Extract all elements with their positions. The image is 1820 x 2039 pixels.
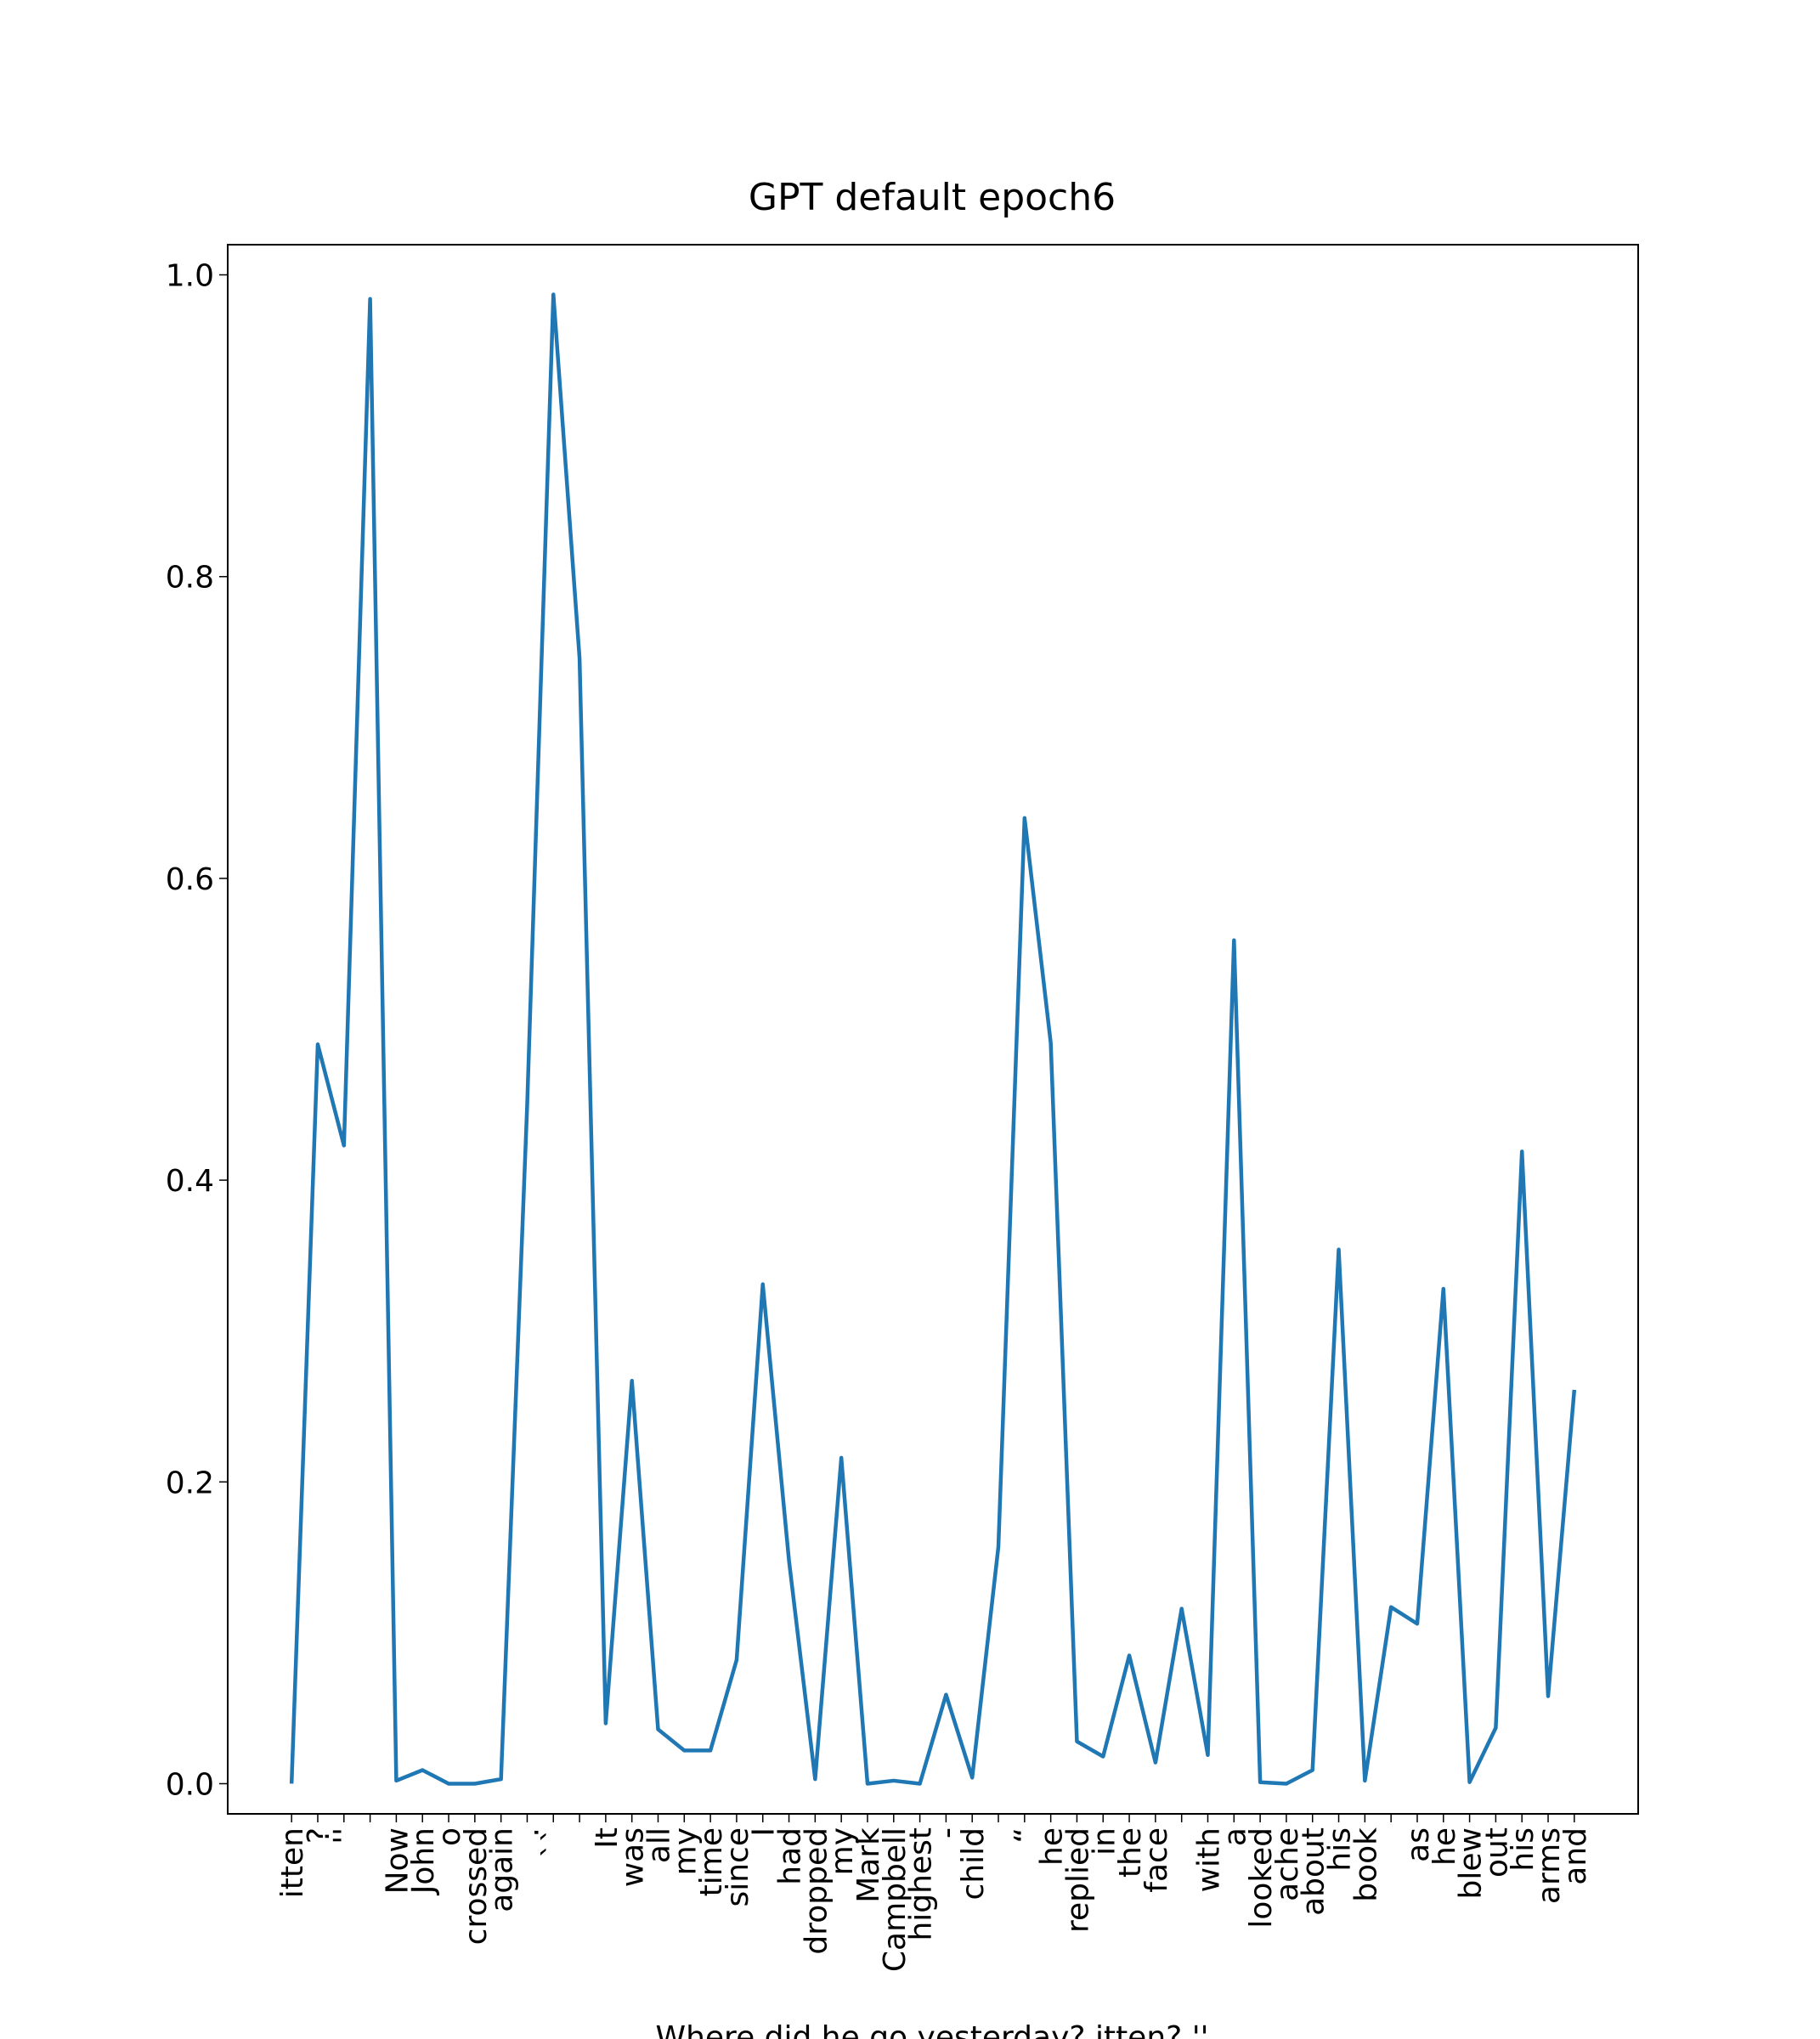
- x-tick-label: o: [432, 1827, 467, 1846]
- x-tick-label: all: [642, 1827, 677, 1863]
- x-tick-label: highest: [904, 1827, 939, 1941]
- x-tick-label: with: [1191, 1827, 1226, 1892]
- x-tick-label: Now: [380, 1827, 415, 1894]
- x-tick-label: a: [1218, 1827, 1252, 1846]
- x-tick-label: replied: [1060, 1827, 1095, 1933]
- x-tick-label: It: [590, 1827, 625, 1849]
- plot-frame: [227, 244, 1639, 1815]
- x-tick-label: the: [1113, 1827, 1148, 1878]
- x-tick-label: looked: [1244, 1827, 1279, 1929]
- x-tick-label: time: [694, 1827, 729, 1896]
- x-tick-label: since: [721, 1827, 755, 1907]
- x-tick-label: crossed: [459, 1827, 494, 1945]
- x-tick-label: ache: [1270, 1827, 1305, 1901]
- y-tick-label: 0.6: [166, 862, 214, 897]
- x-tick-label: book: [1348, 1827, 1383, 1902]
- x-tick-label: ``: [537, 1827, 572, 1858]
- x-tick-label: face: [1139, 1827, 1174, 1893]
- x-tick-label: I: [747, 1827, 782, 1837]
- x-tick-label: blew: [1454, 1827, 1489, 1899]
- x-tick-label: my: [825, 1827, 860, 1875]
- line-series: [289, 292, 1577, 1786]
- x-tick-label: ?: [302, 1827, 336, 1844]
- x-tick-label: had: [773, 1827, 808, 1885]
- y-tick-label: 0.4: [166, 1164, 214, 1199]
- x-tick-label: he: [1427, 1827, 1462, 1866]
- x-tick-label: and: [1558, 1827, 1593, 1885]
- x-tick-label: '': [328, 1827, 363, 1844]
- x-tick-label: child: [956, 1827, 991, 1900]
- x-tick-label: John: [406, 1827, 441, 1895]
- x-tick-label: my: [668, 1827, 703, 1875]
- y-tick-label: 0.0: [166, 1767, 214, 1802]
- x-tick-label: Campbell: [878, 1827, 913, 1972]
- x-tick-label: his: [1506, 1827, 1540, 1872]
- y-tick-label: 0.8: [166, 561, 214, 596]
- x-tick-label: in: [1087, 1827, 1122, 1855]
- x-tick-label: Mark: [851, 1827, 886, 1903]
- y-tick-label: 0.2: [166, 1466, 214, 1500]
- x-axis-label: Where did he go yesterday? itten? '': [656, 2020, 1209, 2039]
- y-tick-label: 1.0: [166, 259, 214, 294]
- x-tick-label: as: [1401, 1827, 1436, 1862]
- x-tick-label: itten: [275, 1827, 310, 1898]
- chart-title: GPT default epoch6: [749, 176, 1116, 219]
- x-tick-label: .: [511, 1827, 545, 1837]
- x-tick-label: “: [1009, 1827, 1043, 1844]
- x-tick-label: out: [1479, 1827, 1514, 1878]
- x-tick-label: dropped: [799, 1827, 834, 1955]
- x-tick-label: was: [616, 1827, 651, 1887]
- x-tick-label: his: [1323, 1827, 1358, 1872]
- x-tick-label: -: [930, 1827, 964, 1838]
- x-tick-label: about: [1297, 1827, 1331, 1916]
- x-tick-label: he: [1035, 1827, 1070, 1866]
- x-tick-label: arms: [1532, 1827, 1567, 1904]
- x-tick-label: again: [485, 1827, 520, 1912]
